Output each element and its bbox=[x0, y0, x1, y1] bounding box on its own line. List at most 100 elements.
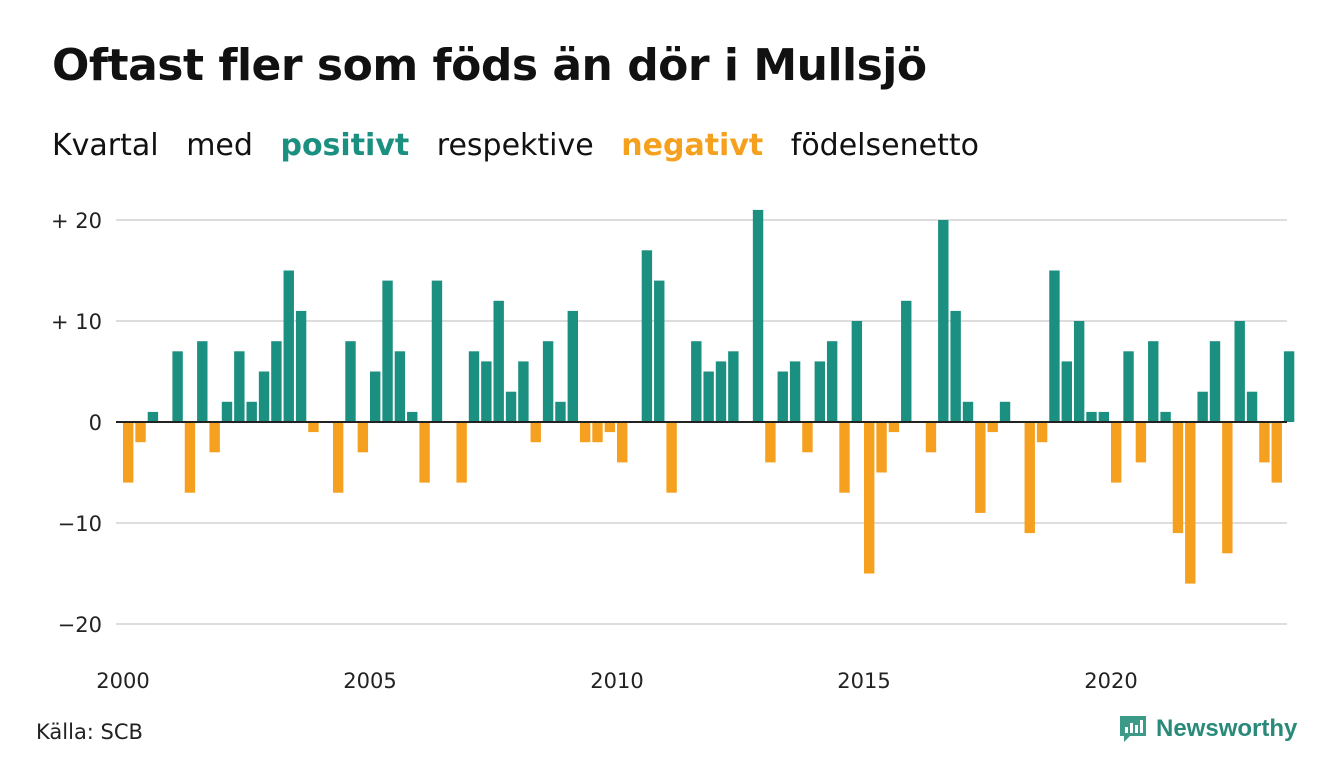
bar-positive bbox=[468, 351, 480, 422]
subtitle-word-fodelsenetto: födelsenetto bbox=[790, 128, 979, 163]
bar-negative bbox=[456, 422, 467, 483]
bar-positive bbox=[691, 341, 702, 422]
bar-negative bbox=[357, 422, 369, 453]
bar-negative bbox=[987, 422, 998, 433]
bar-negative bbox=[666, 422, 677, 493]
bar-positive bbox=[258, 371, 270, 422]
bar-positive bbox=[172, 351, 183, 422]
bar-negative bbox=[1036, 422, 1048, 443]
bar-positive bbox=[407, 411, 418, 422]
bar-negative bbox=[864, 422, 875, 574]
source-label: Källa: SCB bbox=[36, 720, 143, 744]
bar-negative bbox=[617, 422, 628, 463]
bar-positive bbox=[728, 351, 739, 422]
bar-negative bbox=[1271, 422, 1282, 483]
bar-positive bbox=[295, 310, 307, 422]
bar-positive bbox=[752, 209, 764, 422]
chart-title: Oftast fler som föds än dör i Mullsjö bbox=[52, 40, 927, 91]
grid-lines bbox=[116, 219, 1287, 625]
y-tick-label: + 20 bbox=[51, 209, 102, 233]
bar-positive bbox=[555, 401, 566, 422]
bar-positive bbox=[1049, 270, 1060, 422]
bar-negative bbox=[925, 422, 937, 453]
bar-negative bbox=[592, 422, 603, 443]
bar-positive bbox=[1073, 321, 1085, 422]
bar-positive bbox=[394, 351, 406, 422]
bar-positive bbox=[654, 280, 665, 422]
bar-positive bbox=[246, 401, 257, 422]
bar-negative bbox=[184, 422, 196, 493]
bar-positive bbox=[901, 300, 912, 422]
bar-negative bbox=[604, 422, 616, 433]
bar-negative bbox=[1111, 422, 1122, 483]
bar-positive bbox=[1246, 391, 1258, 422]
bar-positive bbox=[851, 321, 863, 422]
bar-positive bbox=[1283, 351, 1295, 422]
bar-negative bbox=[888, 422, 900, 433]
legend-negative-label: negativt bbox=[621, 128, 764, 163]
bar-negative bbox=[1172, 422, 1184, 534]
x-axis-ticks: 2000 2005 2010 2015 2020 bbox=[96, 669, 1137, 693]
bar-positive bbox=[431, 280, 443, 422]
subtitle-word-kvartal: Kvartal bbox=[52, 128, 159, 163]
brand-name: Newsworthy bbox=[1156, 715, 1298, 742]
bar-positive bbox=[789, 361, 801, 422]
bar-negative bbox=[975, 422, 986, 513]
bar-positive bbox=[1123, 351, 1134, 422]
legend-positive-label: positivt bbox=[280, 128, 410, 163]
subtitle-word-med: med bbox=[186, 128, 253, 163]
bar-negative bbox=[209, 422, 220, 453]
brand-logo[interactable]: Newsworthy bbox=[1118, 714, 1297, 744]
x-tick-label: 2010 bbox=[590, 669, 643, 693]
bar-positive bbox=[283, 270, 294, 422]
bar-positive bbox=[147, 411, 159, 422]
bar-positive bbox=[1086, 411, 1097, 422]
x-tick-label: 2015 bbox=[837, 669, 890, 693]
chart-subtitle: Kvartal med positivt respektive negativt… bbox=[52, 128, 997, 163]
bar-positive bbox=[197, 341, 208, 422]
bar-positive bbox=[1061, 361, 1072, 422]
x-tick-label: 2020 bbox=[1084, 669, 1137, 693]
y-axis-ticks: + 20 + 10 0 −10 −20 bbox=[51, 209, 102, 637]
bar-positive bbox=[1197, 391, 1208, 422]
bar-negative bbox=[1135, 422, 1147, 463]
bar-positive bbox=[1160, 411, 1171, 422]
bar-positive bbox=[370, 371, 381, 422]
bar-positive bbox=[950, 310, 961, 422]
bar-positive bbox=[715, 361, 727, 422]
x-tick-label: 2000 bbox=[96, 669, 149, 693]
bar-positive bbox=[567, 310, 578, 422]
bar-positive bbox=[826, 341, 838, 422]
bar-positive bbox=[777, 371, 788, 422]
bar-negative bbox=[123, 422, 134, 483]
bar-positive bbox=[345, 341, 356, 422]
bar-positive bbox=[1098, 411, 1110, 422]
bar-negative bbox=[308, 422, 319, 433]
newsworthy-logo-icon bbox=[1120, 716, 1146, 742]
bar-negative bbox=[135, 422, 146, 443]
bar-positive bbox=[271, 341, 282, 422]
bar-positive bbox=[518, 361, 529, 422]
bar-negative bbox=[1185, 422, 1196, 584]
bar-negative bbox=[332, 422, 344, 493]
y-tick-label: −20 bbox=[58, 613, 102, 637]
bar-negative bbox=[579, 422, 591, 443]
x-tick-label: 2005 bbox=[343, 669, 396, 693]
bar-positive bbox=[1234, 321, 1245, 422]
bar-negative bbox=[765, 422, 776, 463]
bars bbox=[123, 209, 1295, 584]
bar-negative bbox=[530, 422, 541, 443]
bar-positive bbox=[481, 361, 492, 422]
bar-negative bbox=[419, 422, 430, 483]
subtitle-word-respektive: respektive bbox=[436, 128, 594, 163]
bar-positive bbox=[493, 300, 504, 422]
y-tick-label: −10 bbox=[58, 512, 102, 536]
bar-positive bbox=[221, 401, 233, 422]
y-tick-label: + 10 bbox=[51, 310, 102, 334]
bar-negative bbox=[1259, 422, 1270, 463]
bar-negative bbox=[1024, 422, 1035, 534]
bar-positive bbox=[999, 401, 1011, 422]
bar-positive bbox=[542, 341, 554, 422]
bar-positive bbox=[641, 250, 653, 422]
